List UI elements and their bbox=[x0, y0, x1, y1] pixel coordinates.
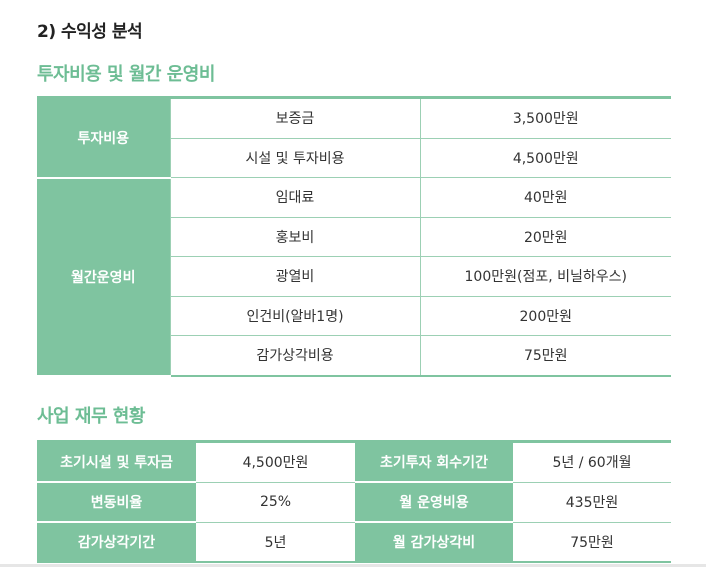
item-cell: 임대료 bbox=[169, 177, 420, 218]
amount-cell: 100만원(점포, 비닐하우스) bbox=[419, 256, 671, 297]
label-cell: 감가상각기간 bbox=[37, 522, 196, 562]
table-row: 감가상각기간 5년 월 감가상각비 75만원 bbox=[37, 522, 671, 562]
table-row: 홍보비 20만원 bbox=[37, 217, 671, 257]
value-cell: 75만원 bbox=[570, 534, 614, 551]
amount-cell: 75만원 bbox=[419, 335, 671, 376]
label-cell: 월 감가상각비 bbox=[355, 522, 513, 562]
table-row: 변동비율 25% 월 운영비용 435만원 bbox=[37, 482, 671, 523]
bottom-divider bbox=[0, 564, 706, 567]
section-title: 2) 수익성 분석 bbox=[37, 22, 143, 42]
finance-status-table: 초기시설 및 투자금 4,500만원 초기투자 회수기간 5년 / 60개월 변… bbox=[37, 440, 671, 563]
amount-cell: 20만원 bbox=[419, 217, 671, 257]
investment-heading: 투자비용 및 월간 운영비 bbox=[37, 64, 215, 85]
table-row: 인건비(알바1명) 200만원 bbox=[37, 296, 671, 336]
amount-cell: 4,500만원 bbox=[419, 138, 671, 178]
table-row: 월간운영비 임대료 40만원 bbox=[37, 177, 671, 377]
category-cell: 투자비용 bbox=[37, 97, 170, 179]
table-row: 감가상각비용 75만원 bbox=[37, 335, 671, 376]
item-cell: 시설 및 투자비용 bbox=[169, 138, 420, 178]
amount-cell: 40만원 bbox=[419, 177, 671, 218]
value-cell: 5년 bbox=[264, 534, 287, 551]
finance-heading: 사업 재무 현황 bbox=[37, 406, 145, 427]
value-cell: 4,500만원 bbox=[196, 441, 355, 483]
label-cell: 초기투자 회수기간 bbox=[355, 441, 513, 483]
label-cell: 변동비율 bbox=[37, 482, 196, 523]
table-row: 초기시설 및 투자금 4,500만원 초기투자 회수기간 5년 / 60개월 bbox=[37, 441, 671, 483]
table-row: 시설 및 투자비용 4,500만원 bbox=[37, 138, 671, 178]
category-cell: 월간운영비 bbox=[37, 177, 170, 377]
label-cell: 월 운영비용 bbox=[355, 482, 513, 523]
investment-cost-table: 투자비용 보증금 3,500만원 시설 및 투자비용 4,500만원 월간운영비… bbox=[37, 96, 671, 377]
amount-cell: 200만원 bbox=[419, 296, 671, 336]
table-row: 광열비 100만원(점포, 비닐하우스) bbox=[37, 256, 671, 297]
item-cell: 홍보비 bbox=[169, 217, 420, 257]
amount-cell: 3,500만원 bbox=[419, 97, 671, 139]
table-row: 투자비용 보증금 3,500만원 bbox=[37, 97, 671, 179]
value-cell: 25% bbox=[196, 482, 355, 523]
value-cell: 5년 / 60개월 bbox=[513, 441, 671, 483]
label-cell: 초기시설 및 투자금 bbox=[37, 441, 196, 483]
item-cell: 광열비 bbox=[169, 256, 420, 297]
value-cell: 435만원 bbox=[513, 482, 671, 523]
item-cell: 보증금 bbox=[169, 97, 420, 139]
item-cell: 감가상각비용 bbox=[169, 335, 420, 376]
item-cell: 인건비(알바1명) bbox=[169, 296, 420, 336]
